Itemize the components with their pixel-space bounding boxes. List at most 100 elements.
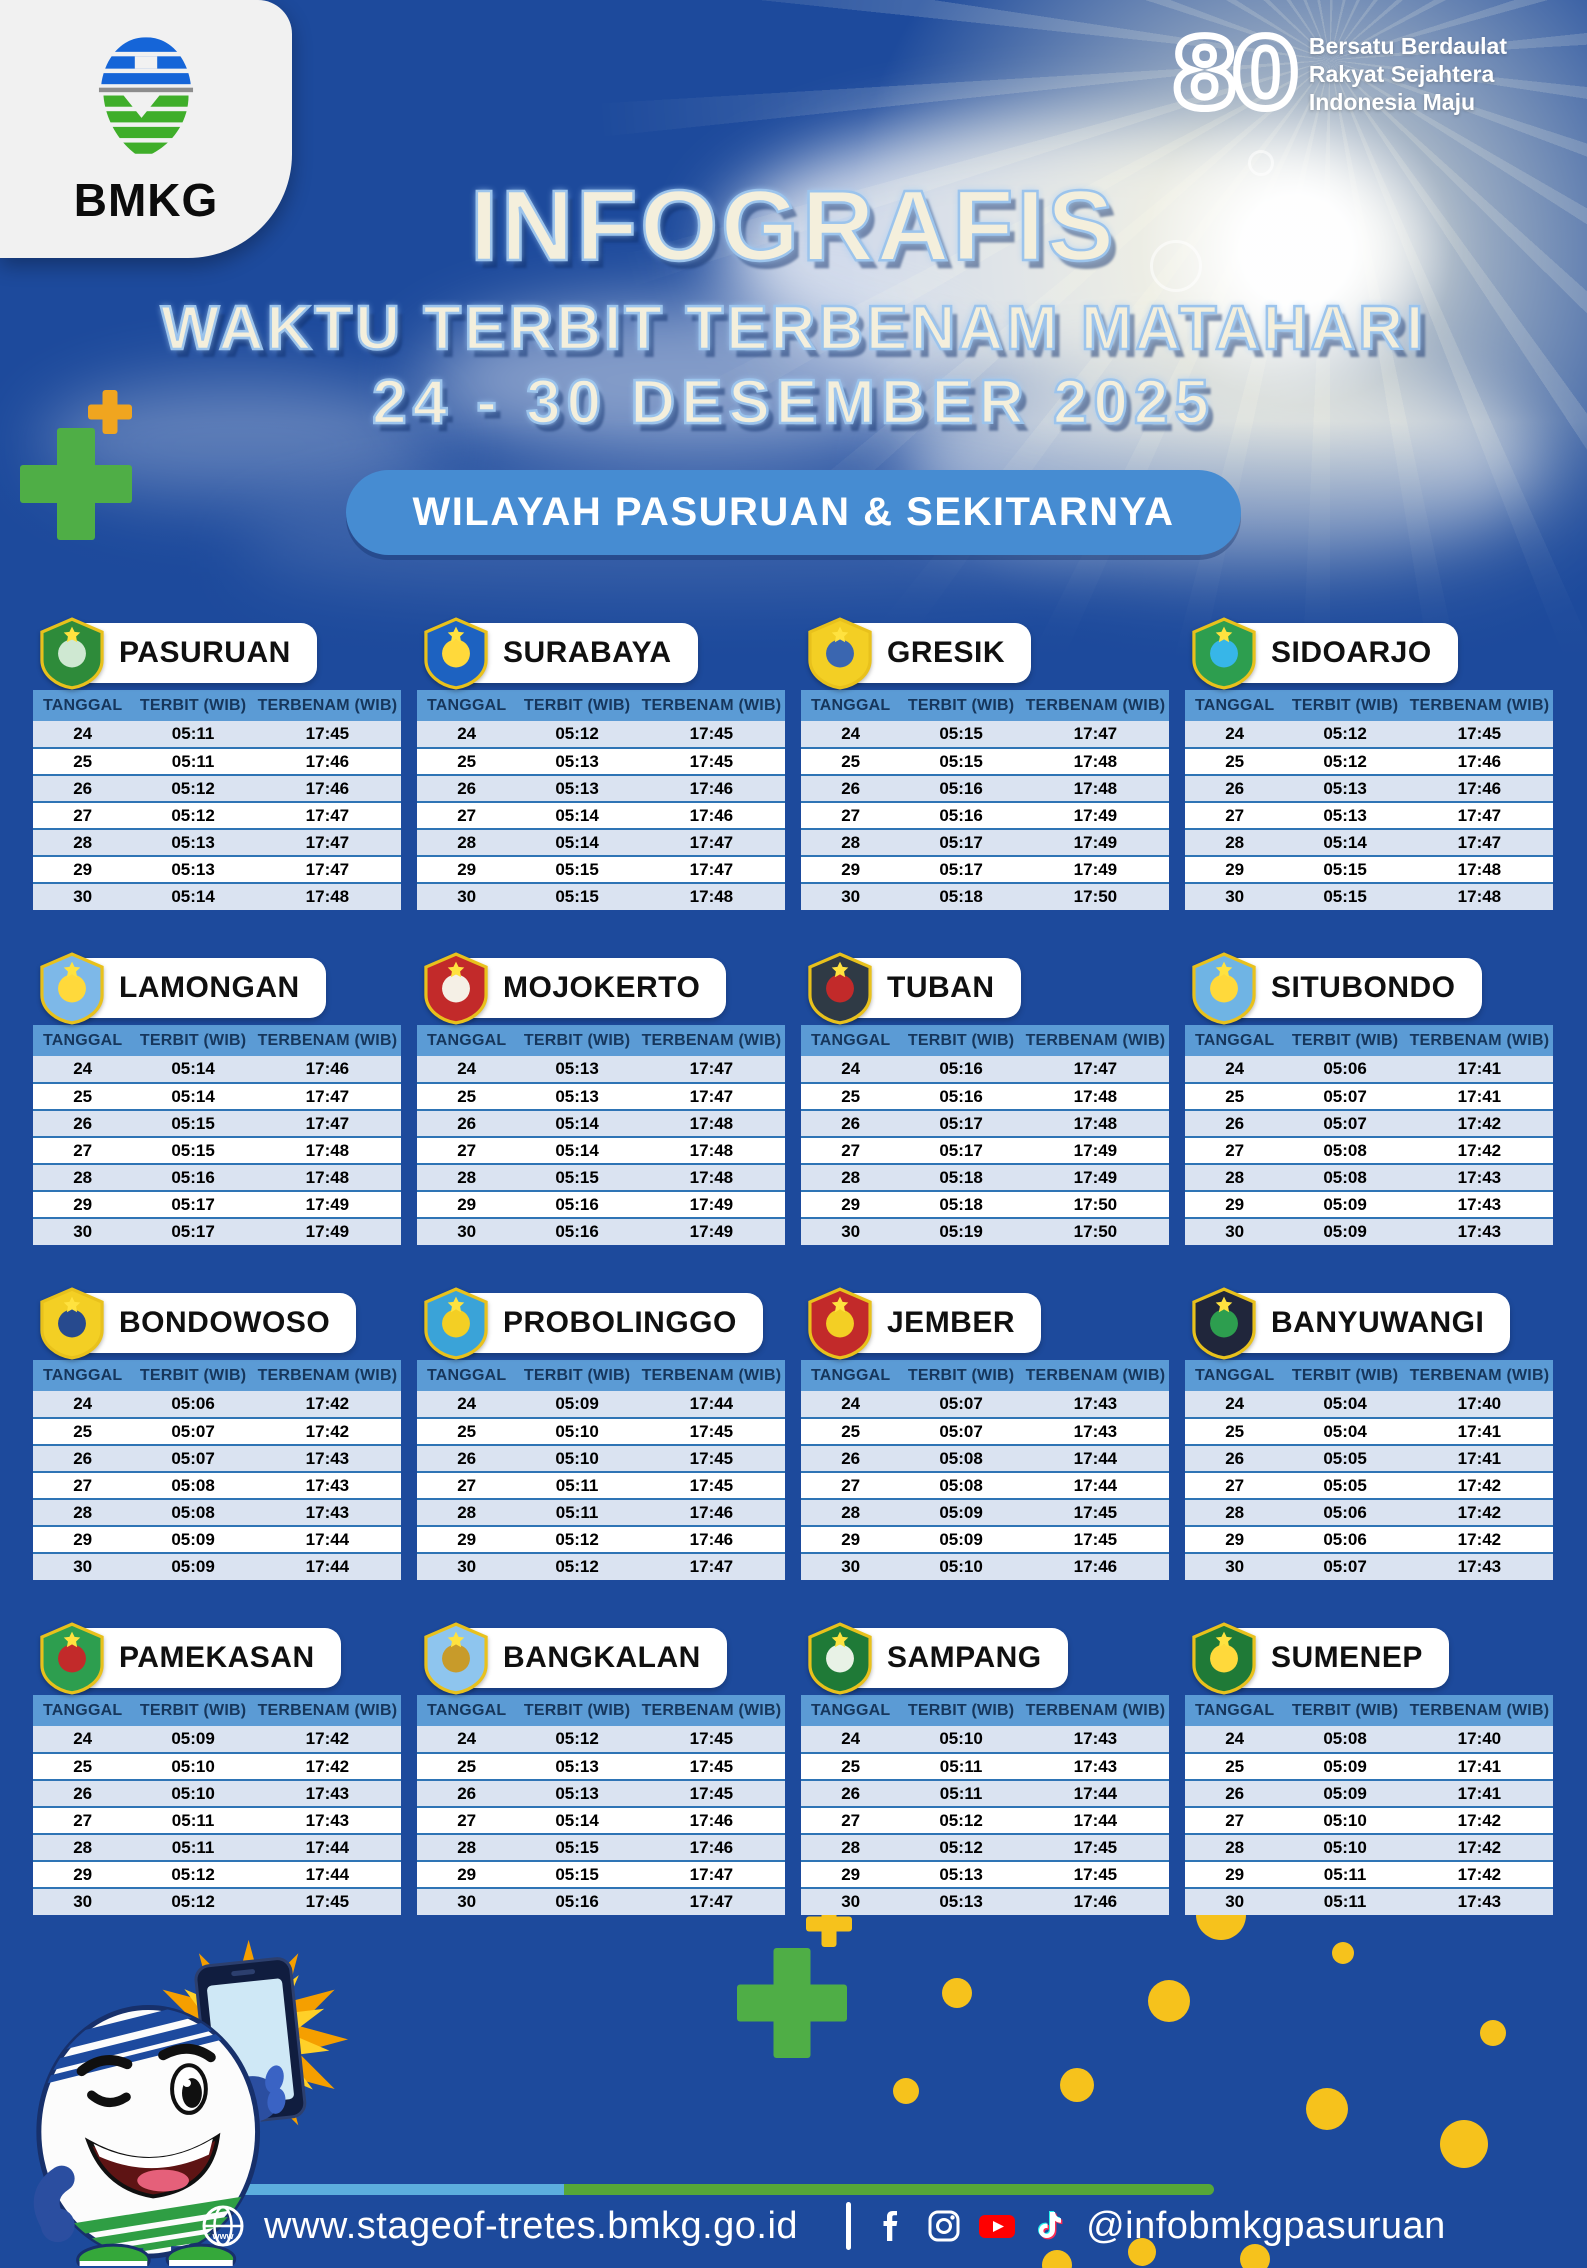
sun-time-row: 30 05:14 17:48 (33, 883, 401, 910)
col-terbenam: TERBENAM (WIB) (637, 1695, 785, 1726)
instagram-icon (928, 2210, 960, 2242)
cell-terbit: 05:16 (900, 1083, 1022, 1111)
cell-terbit: 05:11 (1284, 1861, 1406, 1889)
cell-tanggal: 26 (1185, 1780, 1285, 1808)
cell-terbenam: 17:44 (1021, 1807, 1169, 1835)
city-section: LAMONGAN TANGGAL TERBIT (WIB) TERBENAM (… (33, 952, 401, 1251)
city-crest-icon (37, 1622, 107, 1695)
cell-tanggal: 29 (801, 1526, 901, 1554)
city-name-card: SUMENEP (1223, 1628, 1449, 1688)
city-header: LAMONGAN (33, 952, 401, 1025)
cell-terbit: 05:16 (900, 775, 1022, 803)
cell-terbit: 05:17 (132, 1191, 254, 1219)
table-header-row: TANGGAL TERBIT (WIB) TERBENAM (WIB) (417, 1360, 785, 1391)
cell-terbenam: 17:48 (637, 1164, 785, 1192)
cell-terbit: 05:13 (132, 829, 254, 857)
sun-time-row: 26 05:17 17:48 (801, 1110, 1169, 1138)
city-name-card: JEMBER (839, 1293, 1042, 1353)
cell-terbit: 05:12 (516, 721, 638, 749)
dot-decoration (1306, 2088, 1348, 2130)
sun-time-row: 28 05:09 17:45 (801, 1499, 1169, 1527)
city-header: PROBOLINGGO (417, 1287, 785, 1360)
cell-terbenam: 17:47 (637, 1861, 785, 1889)
sun-time-row: 26 05:11 17:44 (801, 1780, 1169, 1808)
sun-time-row: 29 05:09 17:43 (1185, 1191, 1553, 1219)
sun-time-row: 29 05:13 17:45 (801, 1861, 1169, 1889)
sun-times-table: TANGGAL TERBIT (WIB) TERBENAM (WIB) 24 05… (801, 1695, 1169, 1915)
cell-terbit: 05:16 (516, 1218, 638, 1245)
city-name: LAMONGAN (119, 971, 300, 1004)
cell-tanggal: 26 (417, 1445, 517, 1473)
sun-time-row: 24 05:12 17:45 (1185, 721, 1553, 749)
table-header-row: TANGGAL TERBIT (WIB) TERBENAM (WIB) (33, 690, 401, 721)
cell-terbenam: 17:43 (1021, 1418, 1169, 1446)
globe-icon: www (202, 2205, 244, 2247)
cell-tanggal: 28 (417, 1499, 517, 1527)
cell-terbenam: 17:40 (1405, 1391, 1553, 1419)
cell-terbit: 05:16 (900, 1056, 1022, 1084)
city-name: PAMEKASAN (119, 1641, 315, 1674)
cell-terbit: 05:14 (132, 1056, 254, 1084)
cell-terbenam: 17:48 (1021, 748, 1169, 776)
cell-terbit: 05:10 (1284, 1807, 1406, 1835)
sun-time-row: 26 05:10 17:43 (33, 1780, 401, 1808)
tiktok-icon (1038, 2211, 1063, 2240)
cell-tanggal: 24 (1185, 1726, 1285, 1754)
cell-terbenam: 17:47 (253, 829, 401, 857)
city-header: SAMPANG (801, 1622, 1169, 1695)
table-header-row: TANGGAL TERBIT (WIB) TERBENAM (WIB) (417, 1025, 785, 1056)
cell-terbit: 05:07 (1284, 1083, 1406, 1111)
table-header-row: TANGGAL TERBIT (WIB) TERBENAM (WIB) (801, 1360, 1169, 1391)
city-crest-icon (421, 952, 491, 1025)
sun-time-row: 28 05:16 17:48 (33, 1164, 401, 1192)
sun-time-row: 26 05:10 17:45 (417, 1445, 785, 1473)
cell-terbenam: 17:46 (637, 1834, 785, 1862)
cell-tanggal: 25 (1185, 1753, 1285, 1781)
cell-terbit: 05:15 (1284, 883, 1406, 910)
col-terbenam: TERBENAM (WIB) (637, 690, 785, 721)
table-header-row: TANGGAL TERBIT (WIB) TERBENAM (WIB) (417, 690, 785, 721)
cell-terbit: 05:09 (132, 1526, 254, 1554)
cell-terbenam: 17:50 (1021, 1218, 1169, 1245)
cell-tanggal: 26 (417, 775, 517, 803)
cell-tanggal: 26 (1185, 1110, 1285, 1138)
cell-tanggal: 24 (801, 721, 901, 749)
city-section: SURABAYA TANGGAL TERBIT (WIB) TERBENAM (… (417, 617, 785, 916)
cell-tanggal: 27 (1185, 1137, 1285, 1165)
cell-terbit: 05:17 (132, 1218, 254, 1245)
cell-terbenam: 17:46 (637, 775, 785, 803)
cell-tanggal: 28 (33, 829, 133, 857)
cell-tanggal: 25 (1185, 1083, 1285, 1111)
city-header: PASURUAN (33, 617, 401, 690)
col-tanggal: TANGGAL (33, 1025, 133, 1056)
cell-tanggal: 29 (417, 1526, 517, 1554)
anniversary-badge: 80 Bersatu Berdaulat Rakyat Sejahtera In… (1168, 23, 1507, 126)
cell-terbit: 05:15 (132, 1137, 254, 1165)
cell-tanggal: 27 (801, 802, 901, 830)
sun-time-row: 27 05:16 17:49 (801, 802, 1169, 830)
city-name: PASURUAN (119, 636, 291, 669)
city-header: SUMENEP (1185, 1622, 1553, 1695)
sun-time-row: 30 05:17 17:49 (33, 1218, 401, 1245)
table-header-row: TANGGAL TERBIT (WIB) TERBENAM (WIB) (801, 1025, 1169, 1056)
cell-tanggal: 28 (417, 829, 517, 857)
sun-time-row: 26 05:16 17:48 (801, 775, 1169, 803)
cell-terbit: 05:12 (516, 1553, 638, 1580)
city-header: SURABAYA (417, 617, 785, 690)
cell-tanggal: 25 (801, 748, 901, 776)
sun-time-row: 25 05:04 17:41 (1185, 1418, 1553, 1446)
footer-divider (198, 2184, 1214, 2195)
cell-terbit: 05:15 (516, 1834, 638, 1862)
svg-text:www: www (211, 2231, 234, 2241)
cell-terbenam: 17:50 (1021, 883, 1169, 910)
cell-terbenam: 17:49 (1021, 1137, 1169, 1165)
city-name-card: PASURUAN (71, 623, 317, 683)
cell-tanggal: 24 (417, 721, 517, 749)
table-header-row: TANGGAL TERBIT (WIB) TERBENAM (WIB) (33, 1025, 401, 1056)
cell-terbit: 05:19 (900, 1218, 1022, 1245)
cell-terbit: 05:13 (900, 1861, 1022, 1889)
sun-time-row: 30 05:12 17:45 (33, 1888, 401, 1915)
sun-time-row: 29 05:15 17:47 (417, 1861, 785, 1889)
sun-time-row: 27 05:05 17:42 (1185, 1472, 1553, 1500)
cell-tanggal: 25 (33, 1418, 133, 1446)
